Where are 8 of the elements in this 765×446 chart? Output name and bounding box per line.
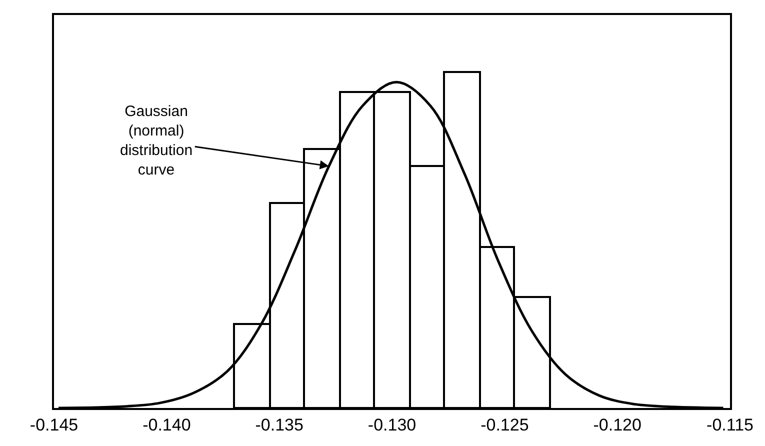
- x-tick-label: -0.145: [30, 415, 78, 434]
- x-tick-label: -0.140: [142, 415, 191, 434]
- x-tick-label: -0.115: [706, 415, 754, 434]
- x-tick-label: -0.130: [368, 415, 416, 434]
- x-tick-label: -0.120: [593, 415, 642, 434]
- annotation: Gaussian (normal) distribution curve: [120, 103, 193, 178]
- x-tick-label: -0.135: [255, 415, 304, 434]
- x-tick-label: -0.125: [480, 415, 529, 434]
